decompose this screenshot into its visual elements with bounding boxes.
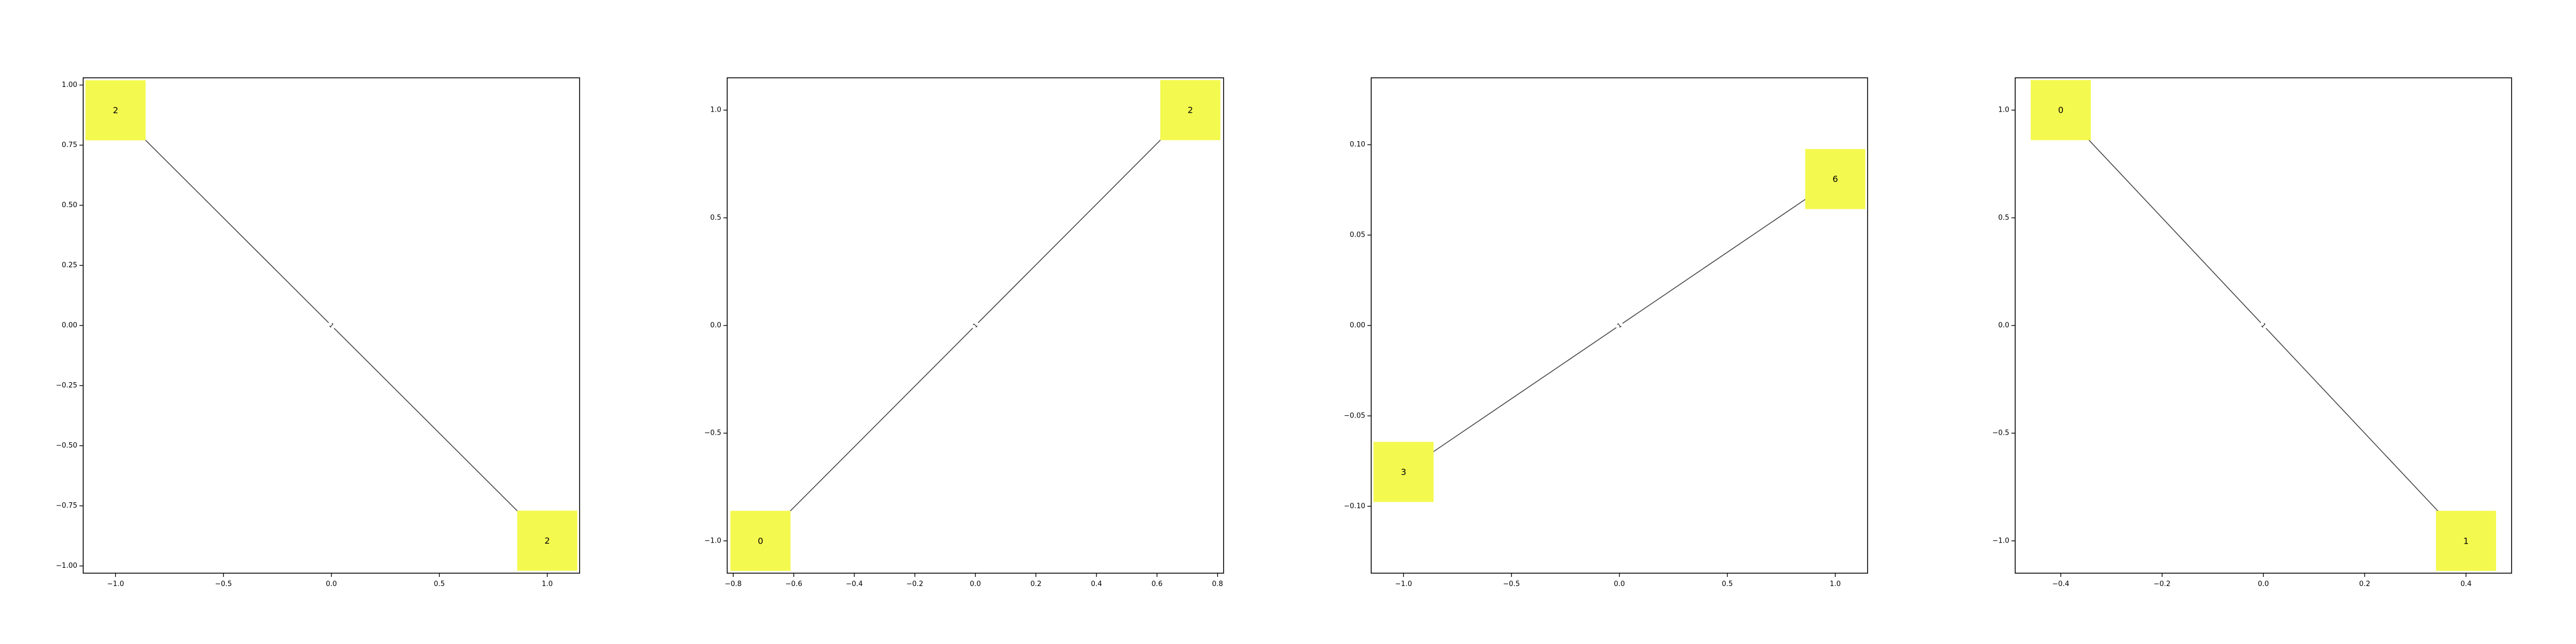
- chart-panel-4: 101−0.4 −0.2 0.0 0.2 0.4−1.0−0.50.00.51.0: [1992, 77, 2512, 588]
- node-box: [85, 80, 146, 141]
- node-label: 2: [113, 105, 118, 115]
- y-tick-label: −0.5: [704, 429, 721, 437]
- node-box: [1373, 442, 1434, 502]
- x-tick-label: 0.6: [1152, 580, 1163, 588]
- y-tick-label: 0.5: [1998, 214, 2009, 222]
- y-tick-label: −0.10: [1344, 502, 1365, 510]
- x-tick-label: −0.2: [906, 580, 924, 588]
- y-tick-label: 0.25: [62, 261, 77, 269]
- x-tick-label: 0.4: [2461, 580, 2472, 588]
- node-label: 6: [1833, 174, 1838, 184]
- node-box: [1805, 149, 1865, 209]
- edge-label-background: [969, 319, 982, 332]
- x-tick-label: 0.4: [1091, 580, 1102, 588]
- x-tick-label: 0.5: [1722, 580, 1733, 588]
- y-tick-label: −1.0: [1992, 537, 2009, 545]
- node-label: 0: [2058, 105, 2063, 115]
- node-label: 3: [1401, 467, 1406, 477]
- node-box: [730, 510, 791, 571]
- x-tick-label: −1.0: [107, 580, 125, 588]
- y-tick-label: 0.5: [710, 214, 721, 222]
- y-tick-label: −0.25: [56, 382, 77, 390]
- x-tick-label: −1.0: [1395, 580, 1413, 588]
- y-tick-label: 0.10: [1350, 141, 1365, 149]
- edge-label-background: [2257, 319, 2270, 332]
- x-tick-label: −0.4: [846, 580, 863, 588]
- y-tick-label: 0.00: [1350, 321, 1365, 330]
- node-label: 1: [2463, 536, 2469, 546]
- x-tick-label: 1.0: [541, 580, 553, 588]
- y-tick-label: 0.00: [62, 321, 77, 330]
- x-tick-label: 0.2: [2359, 580, 2370, 588]
- x-tick-label: 0.0: [2258, 580, 2269, 588]
- x-tick-label: 0.8: [1212, 580, 1223, 588]
- y-tick-label: −0.75: [56, 502, 77, 510]
- x-tick-label: 0.0: [970, 580, 981, 588]
- chart-panel-2: 102−0.8 −0.6 −0.4 −0.2 0.0 0.2 0.4 0.6 0.8−1.0−0…: [704, 77, 1224, 588]
- x-tick-label: −0.5: [1503, 580, 1520, 588]
- node-label: 2: [545, 536, 550, 546]
- node-label: 0: [758, 536, 763, 546]
- x-tick-label: −0.6: [785, 580, 802, 588]
- y-tick-label: 0.05: [1350, 231, 1365, 239]
- y-tick-label: −0.05: [1344, 412, 1365, 420]
- edge-label-background: [1614, 319, 1625, 332]
- node-box: [2030, 80, 2091, 141]
- y-tick-label: −1.0: [704, 537, 721, 545]
- edge-label-background: [325, 319, 338, 332]
- y-tick-label: −0.5: [1992, 429, 2009, 437]
- y-tick-label: −1.00: [56, 562, 77, 570]
- x-tick-label: 1.0: [1829, 580, 1841, 588]
- y-tick-label: 0.75: [62, 141, 77, 149]
- node-box: [2436, 510, 2497, 571]
- chart-panel-1: 122−1.0 −0.5 0.0 0.5 1.0−1.00−0.75−0.50−0.25…: [56, 77, 580, 588]
- node-box: [517, 510, 577, 571]
- x-tick-label: −0.8: [724, 580, 742, 588]
- y-tick-label: 1.00: [62, 81, 77, 89]
- x-tick-label: 0.2: [1030, 580, 1042, 588]
- y-tick-label: 0.50: [62, 201, 77, 209]
- y-tick-label: 1.0: [710, 106, 721, 114]
- x-tick-label: −0.5: [215, 580, 232, 588]
- node-box: [1160, 80, 1220, 141]
- x-tick-label: −0.4: [2052, 580, 2069, 588]
- y-tick-label: −0.50: [56, 442, 77, 450]
- x-tick-label: 0.5: [434, 580, 445, 588]
- node-label: 2: [1188, 105, 1193, 115]
- y-tick-label: 0.0: [1998, 321, 2009, 330]
- x-tick-label: 0.0: [326, 580, 337, 588]
- y-tick-label: 1.0: [1998, 106, 2009, 114]
- x-tick-label: 0.0: [1614, 580, 1625, 588]
- x-tick-label: −0.2: [2154, 580, 2171, 588]
- chart-panel-3: 136−1.0 −0.5 0.0 0.5 1.0−0.10−0.050.000.050.…: [1344, 77, 1868, 588]
- y-tick-label: 0.0: [710, 321, 721, 330]
